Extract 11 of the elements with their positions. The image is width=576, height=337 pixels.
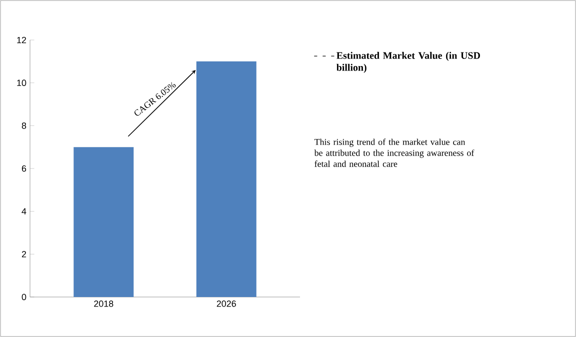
y-tick-label: 8 [22, 122, 26, 129]
x-tick-label: 2026 [216, 300, 236, 307]
y-tick-label: 10 [17, 80, 26, 86]
y-tick-label: 2 [22, 251, 26, 258]
y-tick-label: 4 [22, 208, 26, 214]
y-tick-label: 0 [22, 294, 26, 300]
x-tick-label: 2018 [94, 300, 114, 307]
y-tick-label: 12 [17, 36, 26, 44]
text: Estimated Market Value (in USD billion) [336, 52, 480, 73]
y-tick-label: 6 [22, 165, 26, 172]
text: This rising trend of the market value can be attributed to the increasing awareness of fetal and neonatal care [314, 138, 474, 167]
